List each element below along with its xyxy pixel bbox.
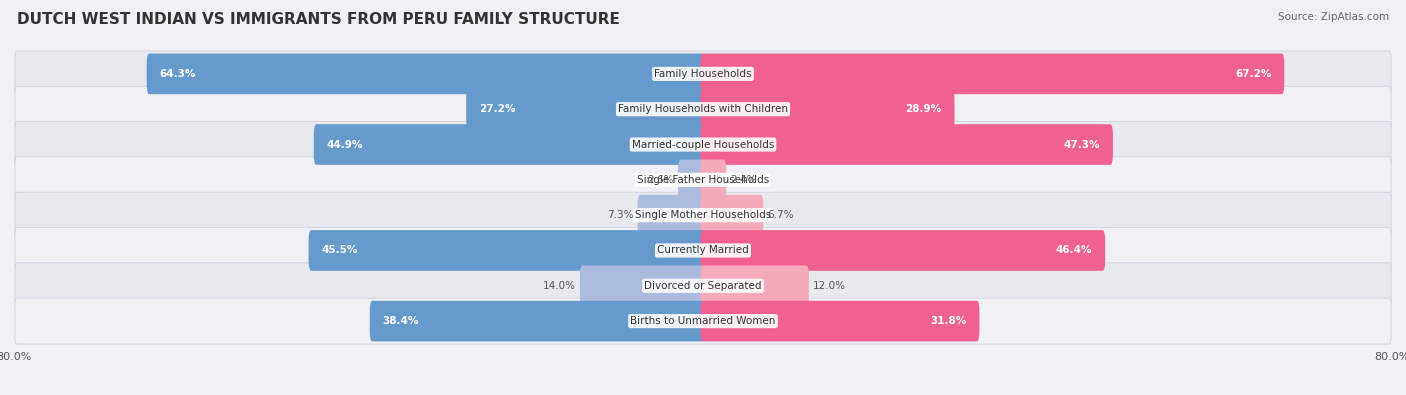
Text: 7.3%: 7.3% [607, 210, 633, 220]
Text: Family Households with Children: Family Households with Children [619, 104, 787, 114]
FancyBboxPatch shape [370, 301, 706, 341]
Text: 2.6%: 2.6% [647, 175, 673, 185]
FancyBboxPatch shape [15, 157, 1391, 203]
FancyBboxPatch shape [700, 54, 1284, 94]
Text: DUTCH WEST INDIAN VS IMMIGRANTS FROM PERU FAMILY STRUCTURE: DUTCH WEST INDIAN VS IMMIGRANTS FROM PER… [17, 12, 620, 27]
FancyBboxPatch shape [700, 230, 1105, 271]
Text: Married-couple Households: Married-couple Households [631, 139, 775, 150]
FancyBboxPatch shape [678, 160, 706, 200]
FancyBboxPatch shape [15, 298, 1391, 344]
Text: 45.5%: 45.5% [322, 245, 359, 256]
FancyBboxPatch shape [15, 51, 1391, 97]
Text: Births to Unmarried Women: Births to Unmarried Women [630, 316, 776, 326]
FancyBboxPatch shape [579, 265, 706, 306]
FancyBboxPatch shape [314, 124, 706, 165]
FancyBboxPatch shape [308, 230, 706, 271]
FancyBboxPatch shape [700, 301, 980, 341]
Text: 64.3%: 64.3% [160, 69, 195, 79]
Text: 6.7%: 6.7% [768, 210, 794, 220]
Text: 28.9%: 28.9% [905, 104, 942, 114]
Text: 47.3%: 47.3% [1063, 139, 1099, 150]
Text: 2.4%: 2.4% [731, 175, 756, 185]
Text: 14.0%: 14.0% [543, 281, 575, 291]
Text: 27.2%: 27.2% [479, 104, 516, 114]
FancyBboxPatch shape [146, 54, 706, 94]
FancyBboxPatch shape [700, 160, 727, 200]
Text: 38.4%: 38.4% [382, 316, 419, 326]
FancyBboxPatch shape [700, 124, 1114, 165]
Text: 31.8%: 31.8% [931, 316, 966, 326]
Text: 12.0%: 12.0% [813, 281, 846, 291]
FancyBboxPatch shape [467, 89, 706, 130]
Text: Divorced or Separated: Divorced or Separated [644, 281, 762, 291]
FancyBboxPatch shape [700, 265, 808, 306]
FancyBboxPatch shape [700, 89, 955, 130]
Text: 67.2%: 67.2% [1234, 69, 1271, 79]
Text: Currently Married: Currently Married [657, 245, 749, 256]
Text: 46.4%: 46.4% [1056, 245, 1092, 256]
Text: Source: ZipAtlas.com: Source: ZipAtlas.com [1278, 12, 1389, 22]
Text: Single Father Households: Single Father Households [637, 175, 769, 185]
FancyBboxPatch shape [637, 195, 706, 235]
Text: 44.9%: 44.9% [326, 139, 363, 150]
FancyBboxPatch shape [15, 192, 1391, 238]
FancyBboxPatch shape [15, 228, 1391, 273]
FancyBboxPatch shape [15, 263, 1391, 309]
Text: Single Mother Households: Single Mother Households [636, 210, 770, 220]
FancyBboxPatch shape [15, 122, 1391, 167]
FancyBboxPatch shape [700, 195, 763, 235]
Text: Family Households: Family Households [654, 69, 752, 79]
FancyBboxPatch shape [15, 86, 1391, 132]
